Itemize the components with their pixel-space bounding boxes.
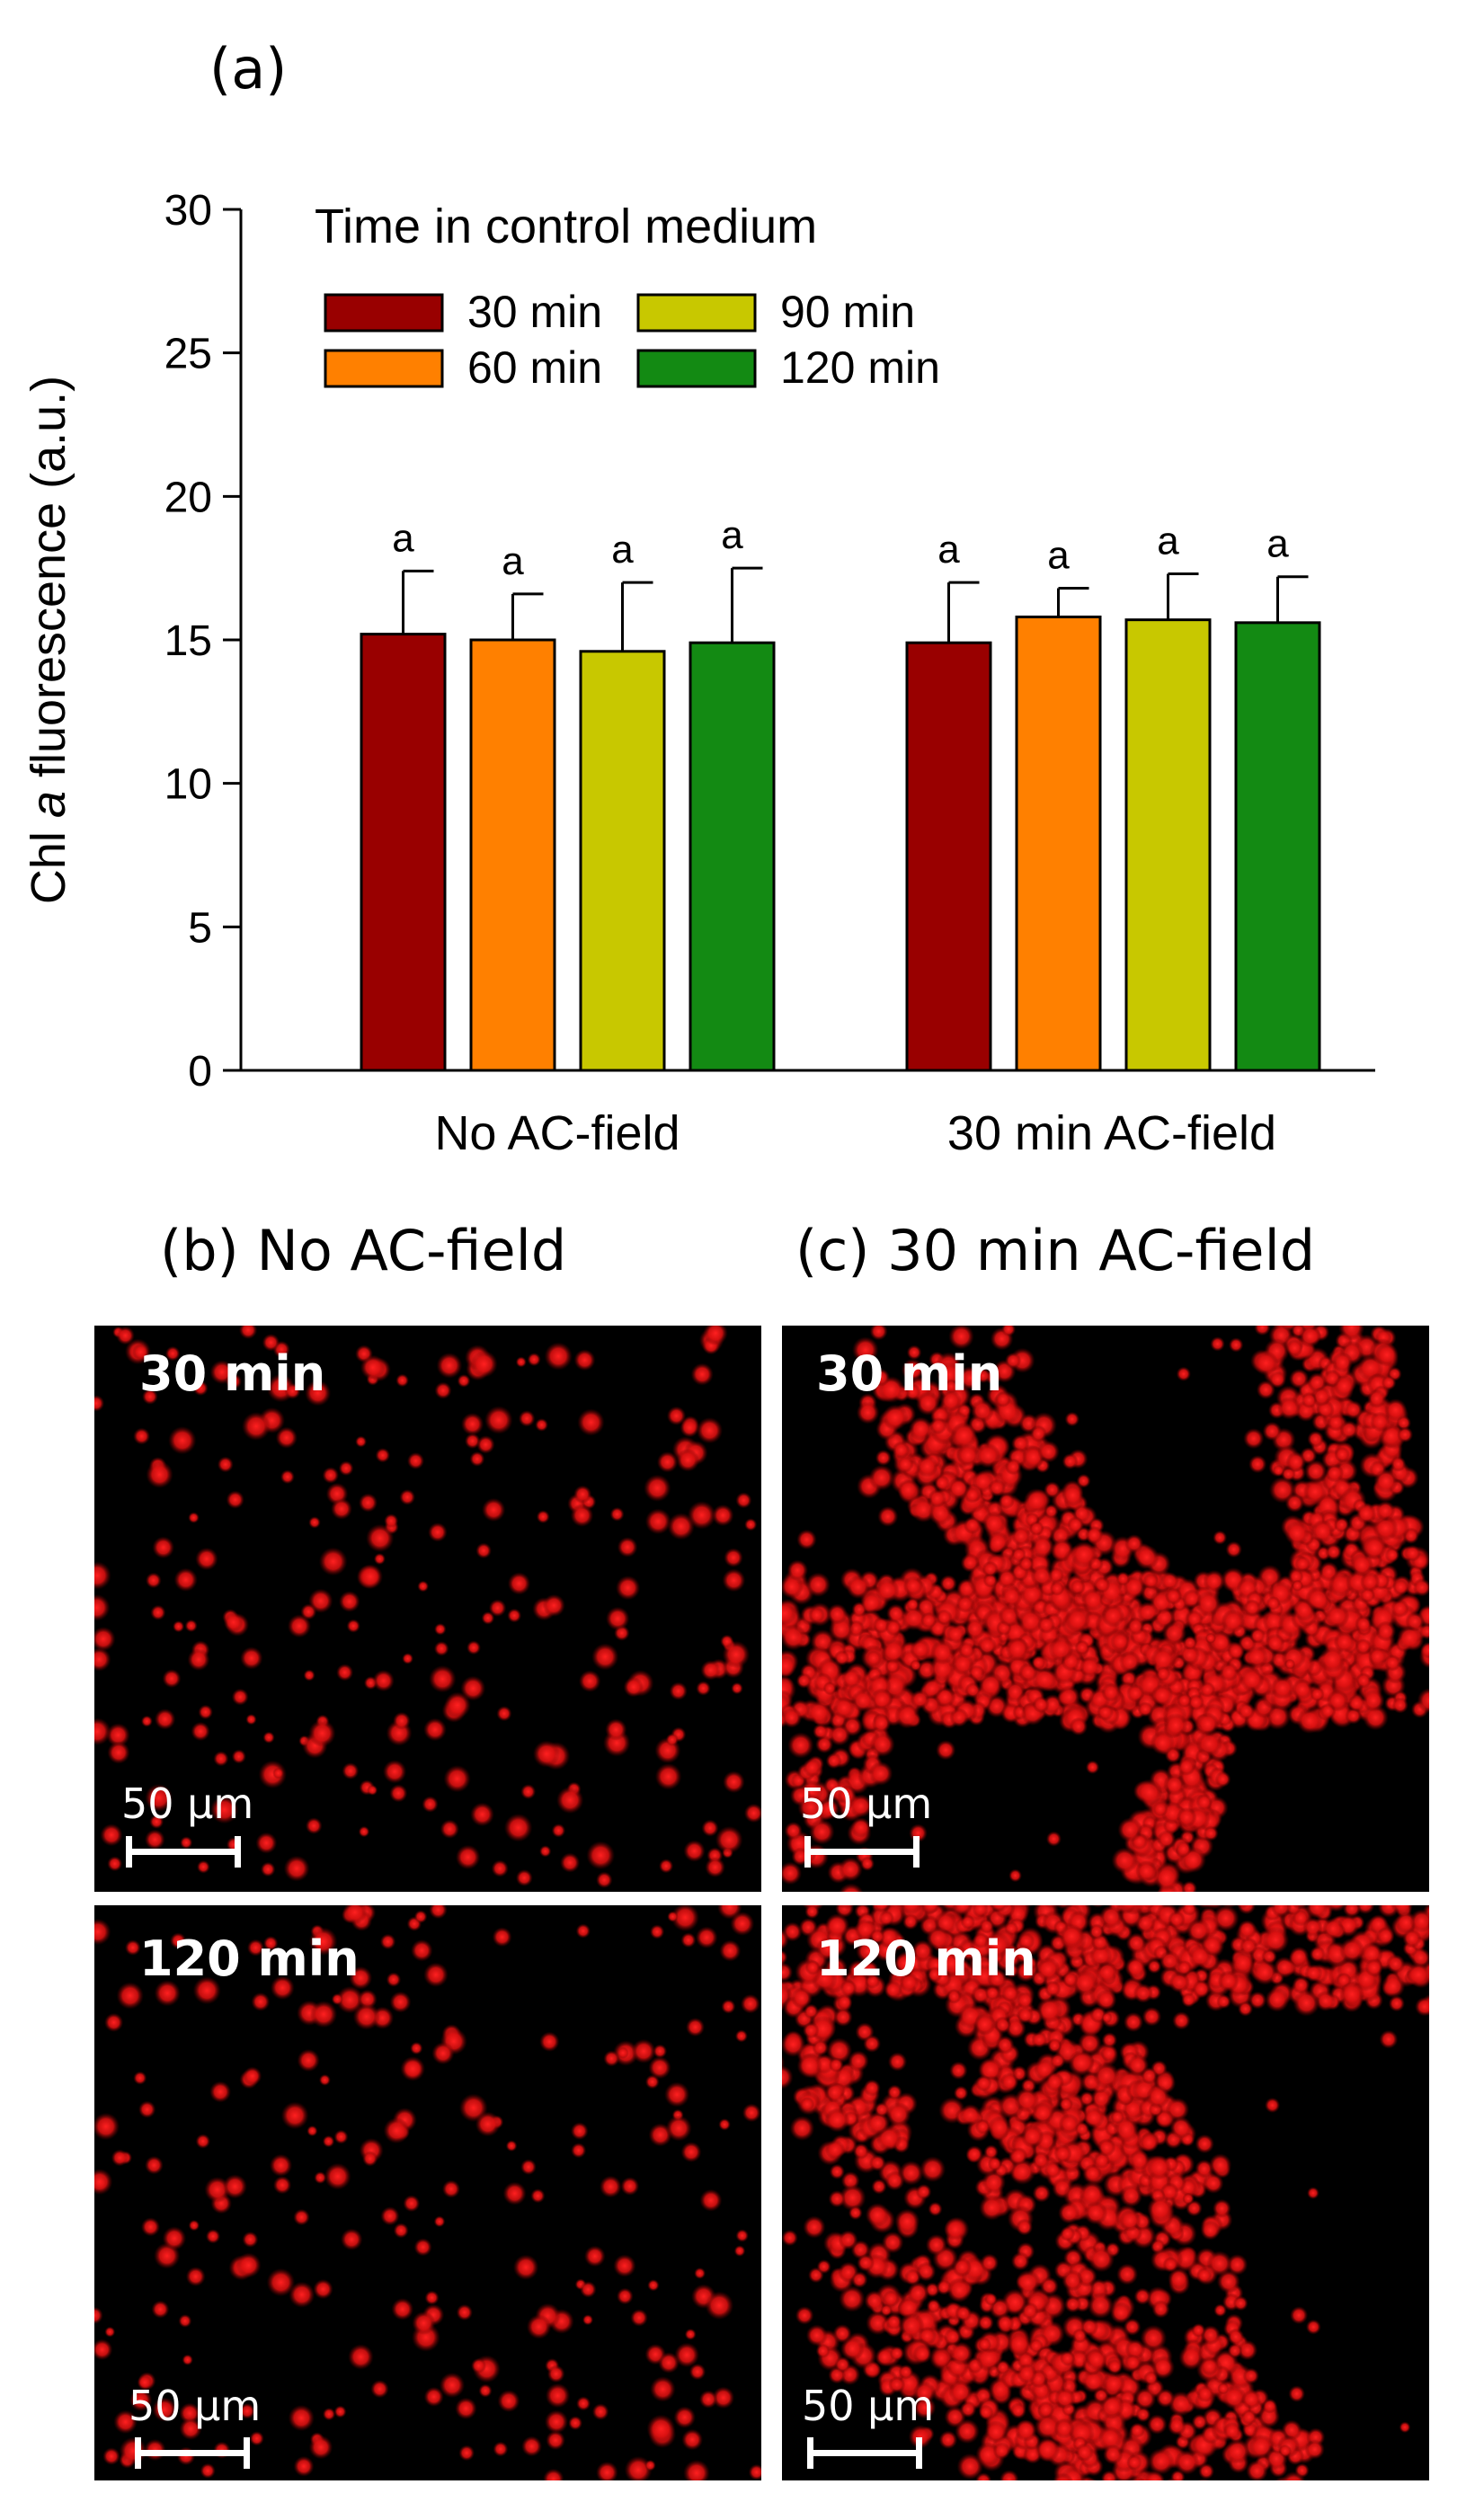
micrograph-image: [782, 1326, 1429, 1892]
significance-label: a: [502, 539, 524, 583]
bar: [469, 638, 556, 1072]
micrograph-time-label: 120 min: [816, 1930, 1036, 1987]
micrograph-time-label: 120 min: [139, 1930, 360, 1987]
scale-bar-label: 50 µm: [121, 1779, 254, 1828]
scale-bar: [135, 2437, 250, 2469]
y-tick-label: 0: [188, 1048, 212, 1096]
y-tick-label: 15: [164, 617, 212, 665]
legend-label: 120 min: [780, 342, 940, 393]
micrograph-no-field-120min: 120 min 50 µm: [94, 1905, 761, 2480]
micrograph-image: [94, 1326, 761, 1889]
y-tick-label: 25: [164, 331, 212, 378]
panel-a-label: (a): [209, 36, 288, 102]
bar: [1234, 621, 1321, 1072]
legend-label: 30 min: [467, 287, 602, 337]
bar: [1015, 615, 1102, 1072]
scale-bar: [126, 1836, 241, 1868]
bar: [689, 641, 776, 1072]
bar: [905, 641, 992, 1072]
legend-swatch: [636, 293, 757, 333]
micrograph-image: [782, 1905, 1429, 2480]
y-tick-label: 10: [164, 761, 212, 809]
panel-b-label: (b) No AC-field: [160, 1218, 567, 1283]
micrograph-ac-field-120min: 120 min 50 µm: [782, 1905, 1429, 2480]
micrograph-time-label: 30 min: [816, 1345, 1003, 1402]
bar-chart: 0 5 10 15 20 25 30 Chl a fluorescence (a.u.) a a a…: [0, 153, 1466, 1186]
legend-swatch: [636, 349, 757, 388]
micrograph-ac-field-30min: 30 min 50 µm: [782, 1326, 1429, 1892]
legend-swatch: [324, 293, 444, 333]
significance-label: a: [392, 516, 414, 560]
scale-bar-label: 50 µm: [802, 2382, 935, 2430]
significance-label: a: [611, 528, 634, 572]
micrograph-time-label: 30 min: [139, 1345, 326, 1402]
micrograph-image: [94, 1905, 761, 2480]
micrograph-no-field-30min: 30 min 50 µm: [94, 1326, 761, 1892]
y-tick-label: 5: [188, 904, 212, 952]
x-category-label: No AC-field: [434, 1106, 680, 1160]
significance-label: a: [937, 528, 960, 572]
significance-label: a: [1047, 534, 1070, 578]
legend-label: 60 min: [467, 342, 602, 393]
scale-bar-label: 50 µm: [129, 2382, 262, 2430]
significance-label: a: [1157, 519, 1179, 563]
legend-label: 90 min: [780, 287, 915, 337]
x-category-label: 30 min AC-field: [947, 1106, 1276, 1160]
y-tick-label: 30: [164, 187, 212, 235]
bar: [1124, 618, 1212, 1072]
scale-bar-label: 50 µm: [800, 1779, 933, 1828]
legend-swatch: [324, 349, 444, 388]
y-axis-label: Chl a fluorescence (a.u.): [22, 376, 76, 904]
legend-title: Time in control medium: [315, 200, 817, 253]
y-tick-label: 20: [164, 474, 212, 521]
significance-label: a: [1266, 522, 1289, 566]
scale-bar: [807, 2437, 922, 2469]
significance-label: a: [721, 513, 743, 557]
bar: [360, 633, 447, 1072]
panel-c-label: (c) 30 min AC-field: [795, 1218, 1316, 1283]
bar: [579, 650, 666, 1072]
scale-bar: [804, 1836, 920, 1868]
bar-chart-svg: 0 5 10 15 20 25 30 Chl a fluorescence (a.u.) a a a…: [22, 187, 1375, 1160]
